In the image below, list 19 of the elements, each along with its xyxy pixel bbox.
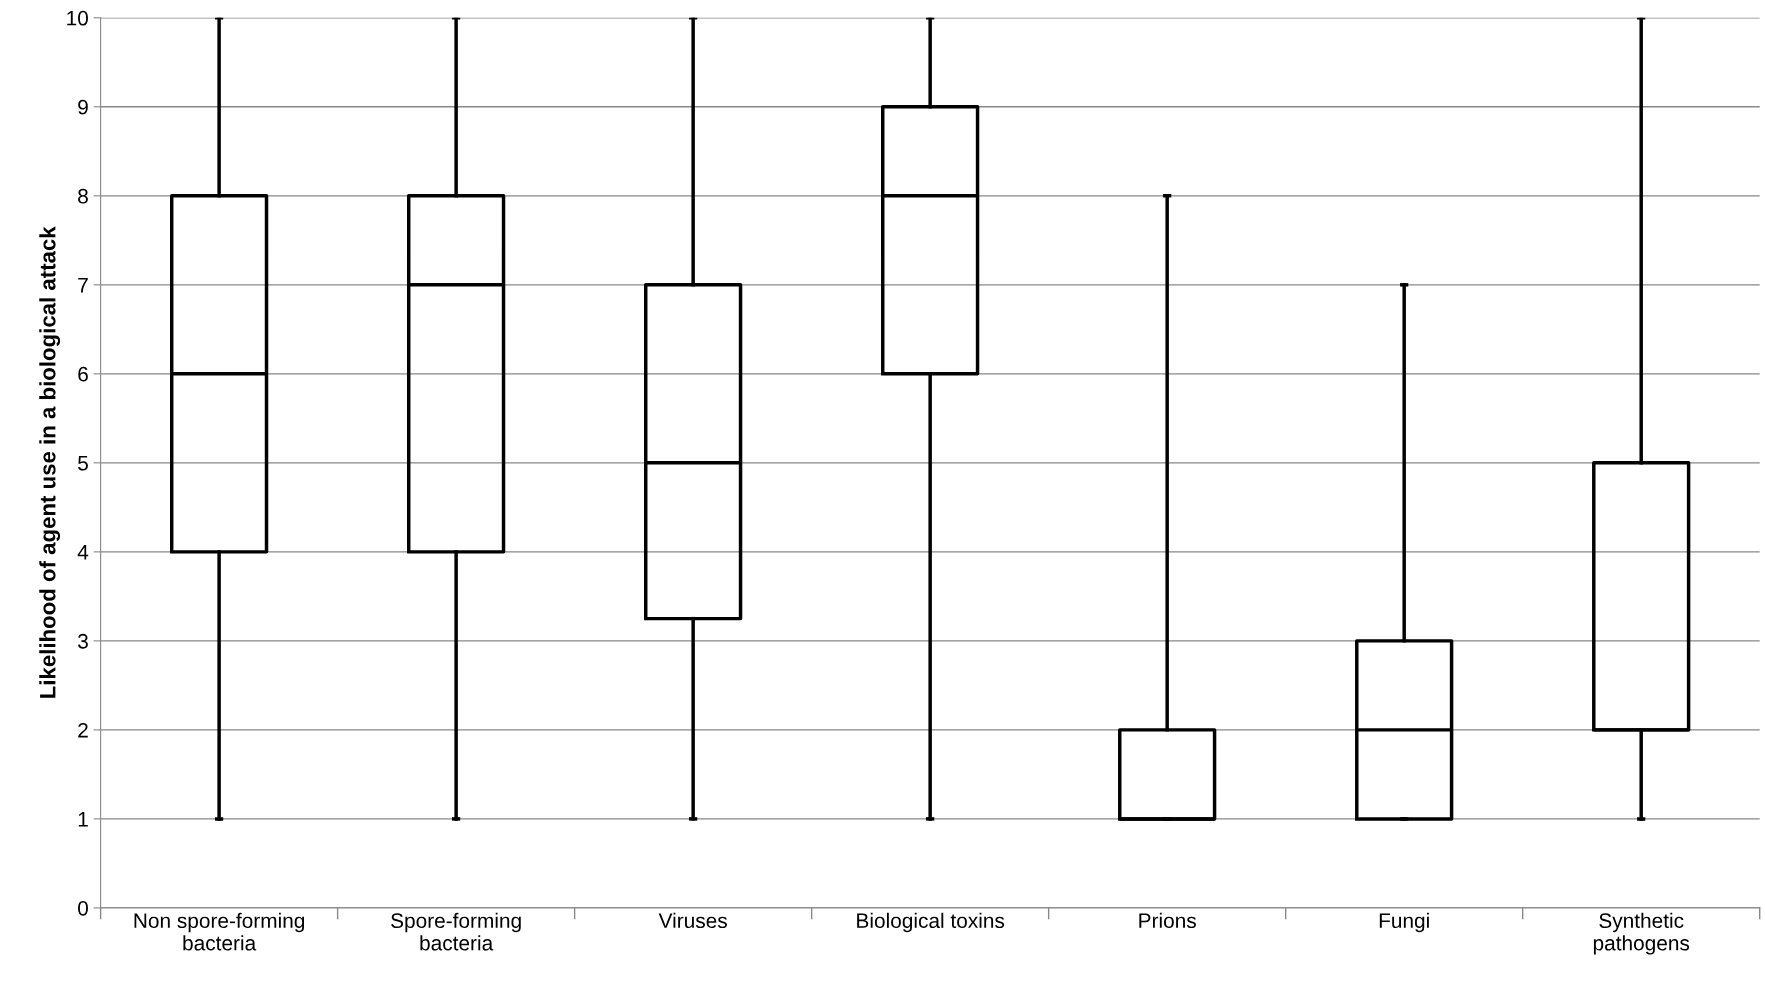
x-tick-label: Biological toxins bbox=[857, 912, 1005, 933]
x-tick-label: Non spore-forming bacteria bbox=[134, 912, 305, 951]
y-axis-title: Likelihood of agent use in a biological attack bbox=[39, 226, 61, 698]
y-tick-label: 8 bbox=[78, 188, 88, 204]
x-tick-label: Fungi bbox=[1379, 912, 1429, 933]
y-tick-label: 7 bbox=[78, 278, 88, 293]
y-tick-label: 1 bbox=[78, 812, 88, 827]
y-tick-label: 0 bbox=[78, 900, 88, 916]
x-tick-label: Viruses bbox=[658, 912, 727, 929]
y-tick-label: 2 bbox=[78, 722, 88, 738]
y-tick-label: 5 bbox=[78, 456, 88, 471]
y-tick-label: 10 bbox=[67, 10, 88, 26]
y-tick-label: 9 bbox=[78, 99, 88, 115]
y-tick-label: 6 bbox=[78, 366, 88, 382]
y-tick-label: 3 bbox=[78, 633, 88, 649]
x-tick-label: Prions bbox=[1139, 912, 1196, 929]
x-tick-label: Synthetic pathogens bbox=[1593, 912, 1690, 955]
x-tick-label: Spore-forming bacteria bbox=[391, 912, 521, 951]
y-tick-label: 4 bbox=[77, 545, 89, 560]
